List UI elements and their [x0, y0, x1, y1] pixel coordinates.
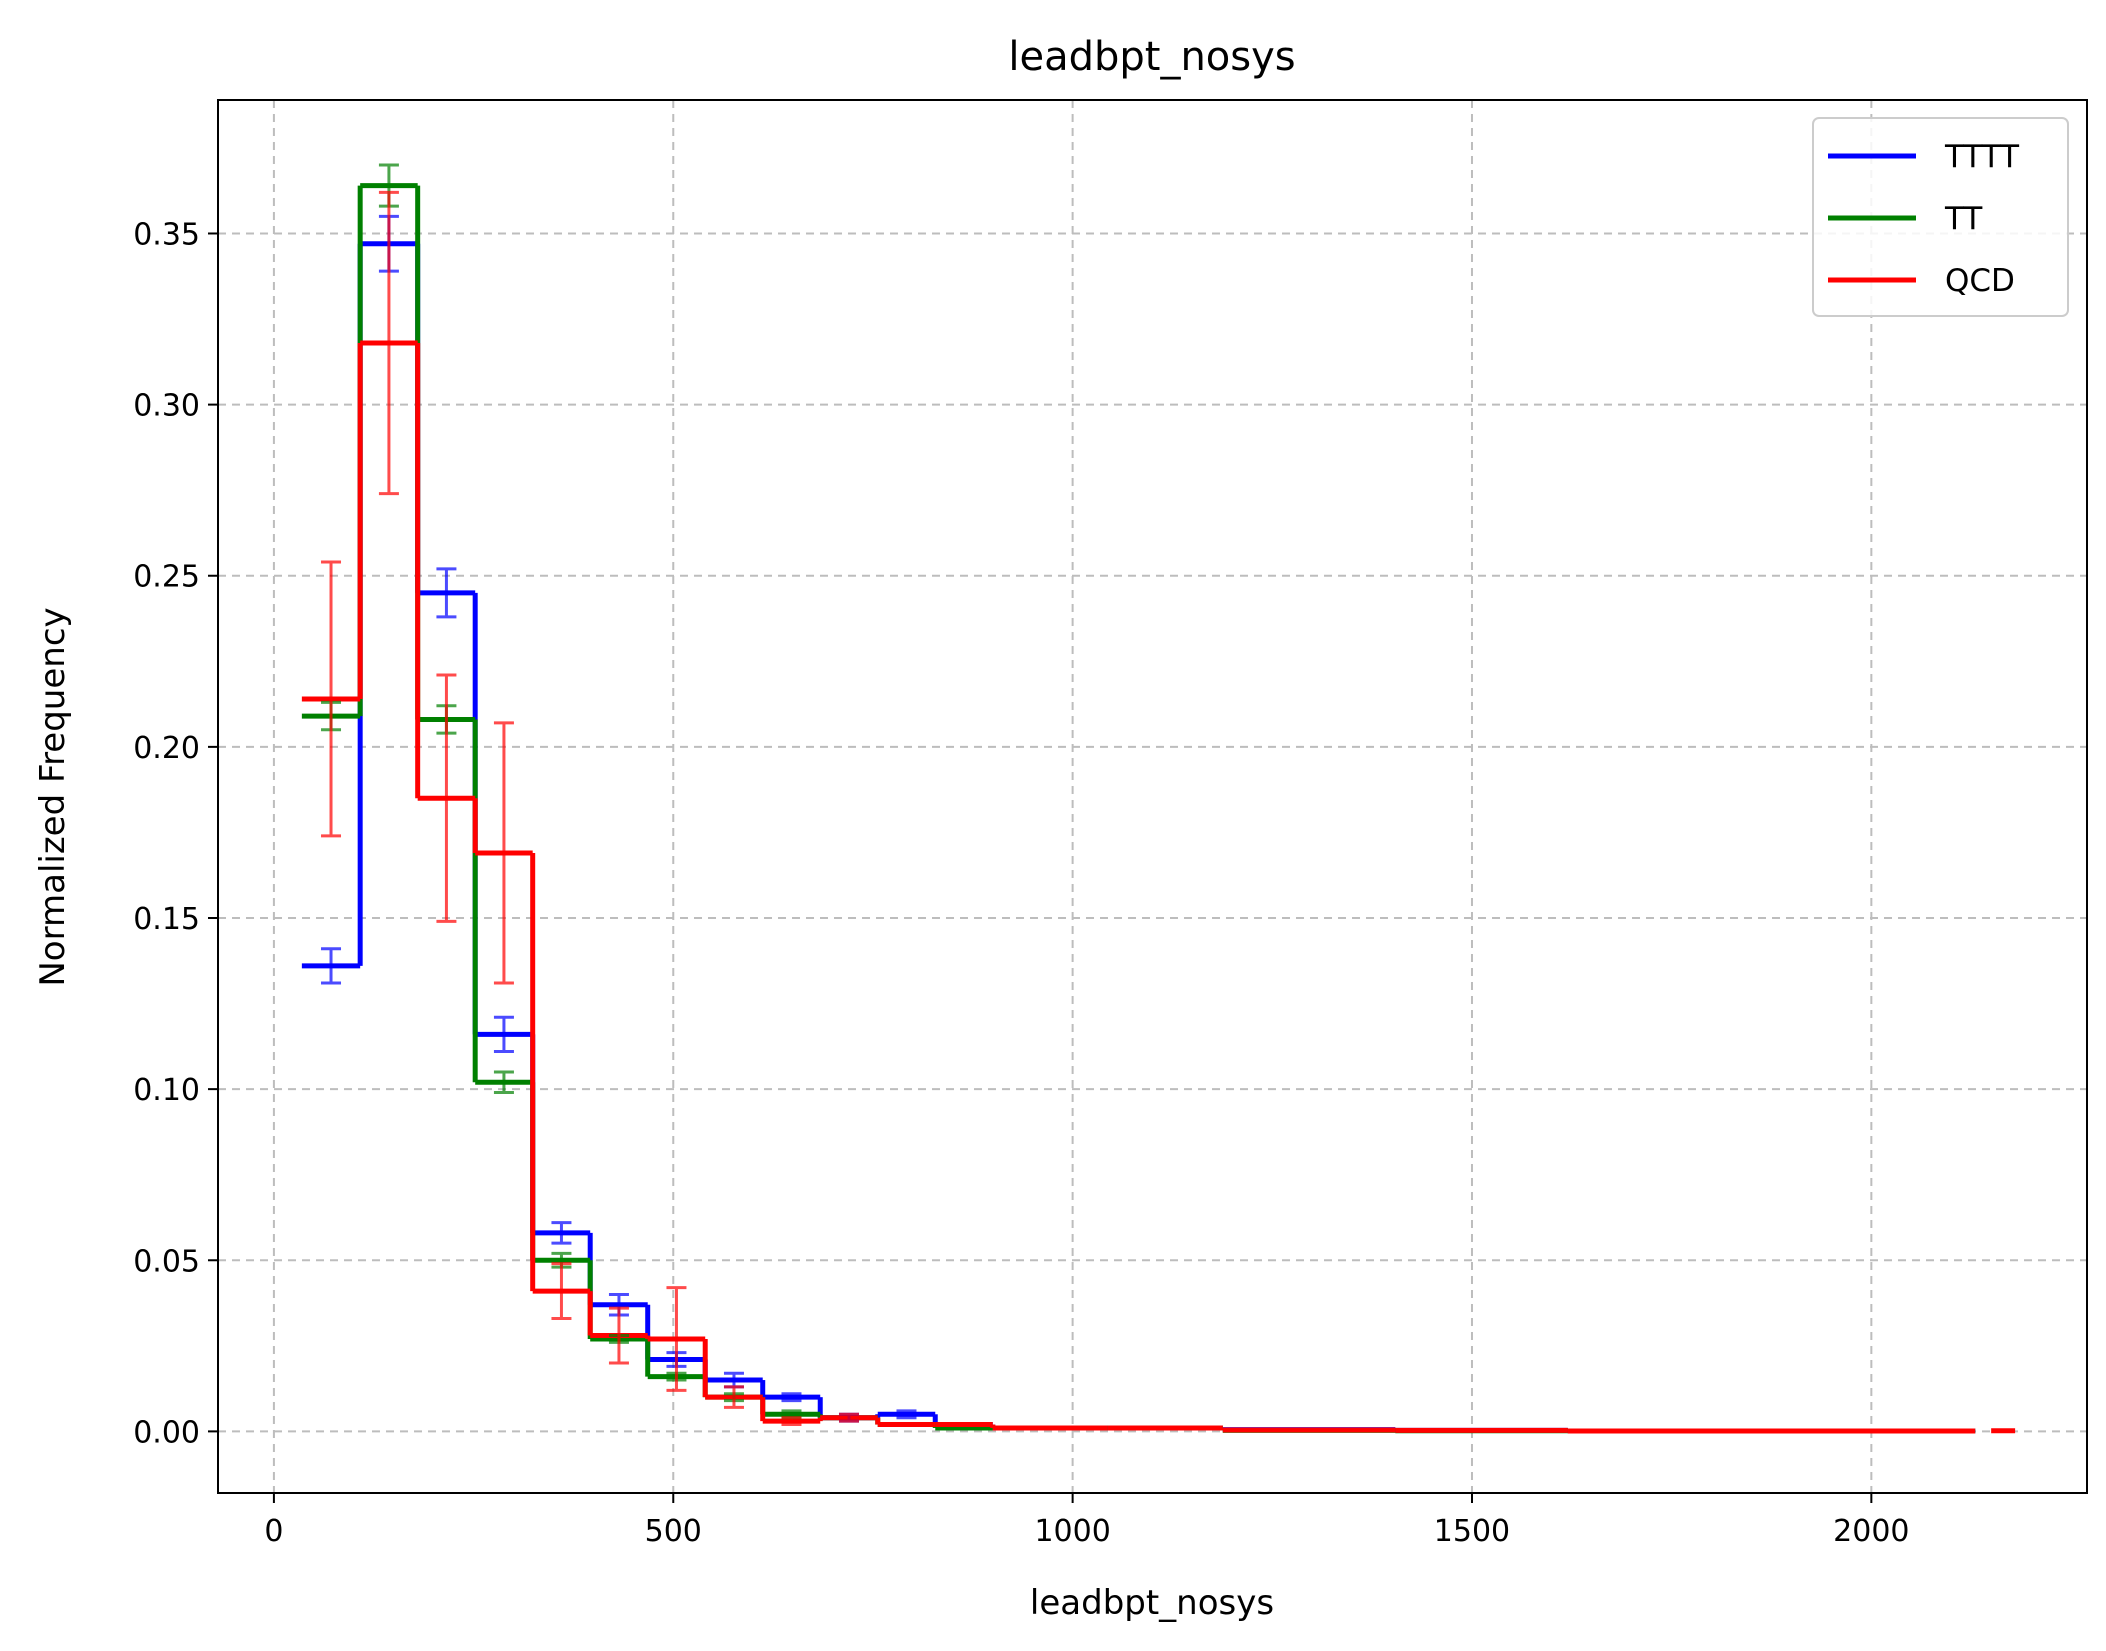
x-axis-label: leadbpt_nosys [1030, 1583, 1274, 1623]
y-tick-label: 0.35 [133, 217, 200, 252]
tttt-errorbar [321, 947, 342, 985]
y-axis-ticks: 0.00 0.05 0.10 0.15 0.20 0.25 0.30 0.35 [133, 217, 218, 1450]
y-tick-label: 0.30 [133, 389, 200, 424]
y-tick-label: 0.05 [133, 1244, 200, 1279]
tttt-errorbar [896, 1409, 917, 1420]
y-tick-label: 0.15 [133, 902, 200, 937]
qcd-errorbar [436, 673, 457, 923]
y-tick-label: 0.00 [133, 1415, 200, 1450]
tttt-errorbar [436, 567, 457, 619]
series-layer [301, 183, 2016, 1434]
qcd-errorbar [781, 1416, 802, 1427]
x-axis-ticks: 0 500 1000 1500 2000 [264, 1493, 1910, 1549]
qcd-errorbar [378, 190, 399, 496]
y-tick-label: 0.20 [133, 731, 200, 766]
chart-title: leadbpt_nosys [1008, 34, 1295, 80]
x-tick-label: 0 [264, 1514, 283, 1549]
tttt-errorbar [493, 1015, 514, 1053]
y-tick-label: 0.25 [133, 560, 200, 595]
grid [218, 100, 2087, 1493]
x-tick-label: 2000 [1833, 1514, 1909, 1549]
errorbar-layer [321, 163, 917, 1427]
y-axis-label: Normalized Frequency [33, 607, 73, 986]
qcd-errorbar [493, 721, 514, 985]
x-tick-label: 1000 [1034, 1514, 1110, 1549]
qcd-errorbar [838, 1412, 859, 1423]
qcd-errorbar [723, 1385, 744, 1409]
qcd-errorbar [666, 1286, 687, 1392]
qcd-errorbar [551, 1262, 572, 1320]
x-tick-label: 500 [645, 1514, 702, 1549]
plot-frame [217, 99, 2088, 1494]
tttt-errorbar [781, 1392, 802, 1403]
qcd-errorbar [321, 560, 342, 838]
legend-label-tttt: TTTT [1944, 139, 2020, 175]
x-tick-label: 1500 [1434, 1514, 1510, 1549]
tt-errorbar [493, 1070, 514, 1095]
legend-box [1812, 117, 2069, 317]
tttt-errorbar [551, 1221, 572, 1245]
legend-label-qcd: QCD [1945, 263, 2015, 299]
qcd-errorbar [608, 1306, 629, 1365]
legend-label-tt: TT [1944, 201, 1983, 237]
y-tick-label: 0.10 [133, 1073, 200, 1108]
